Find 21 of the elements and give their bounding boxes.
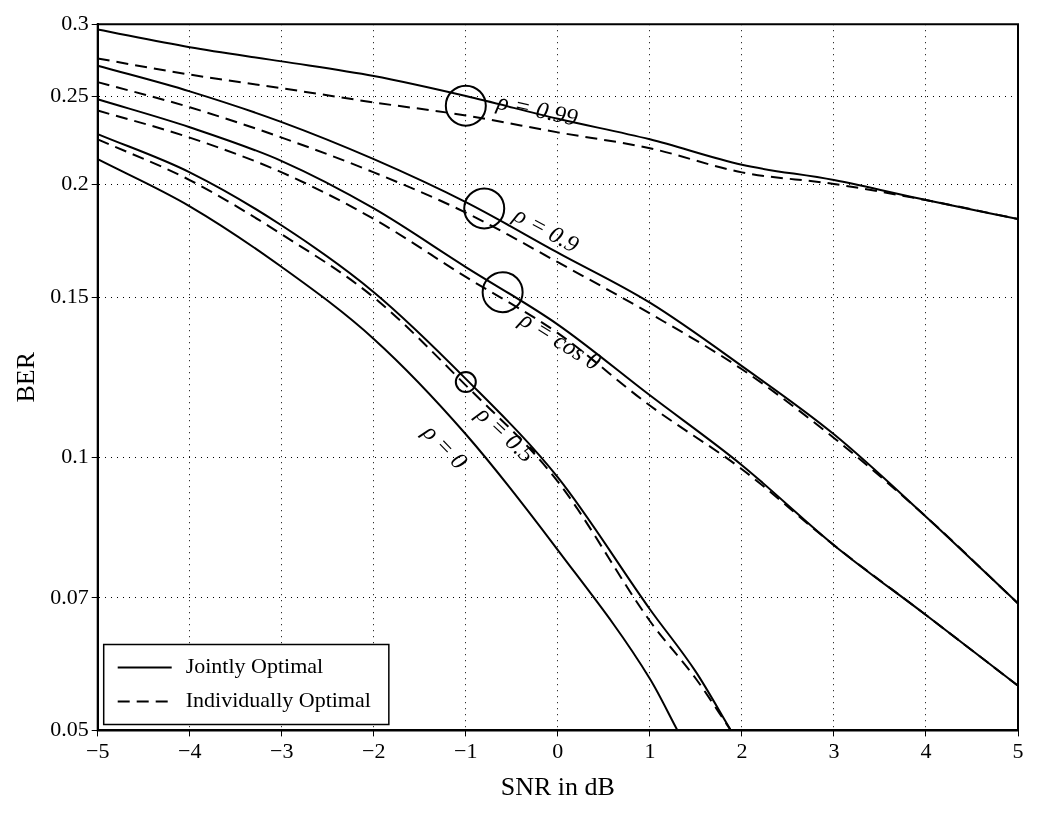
x-tick-label: 4 [920, 738, 932, 764]
annotation: ρ = 0.9 [509, 200, 584, 258]
y-tick-label: 0.3 [61, 9, 89, 35]
x-tick-label: −4 [178, 738, 202, 764]
x-tick-label: 3 [828, 738, 840, 764]
x-tick-label: −2 [362, 738, 386, 764]
y-tick-label: 0.25 [50, 81, 89, 107]
legend-label: Jointly Optimal [185, 653, 324, 679]
y-tick-label: 0.15 [50, 283, 89, 309]
y-tick-label: 0.07 [50, 583, 89, 609]
x-tick-label: −1 [454, 738, 478, 764]
x-tick-label: −3 [270, 738, 294, 764]
x-axis-title: SNR in dB [500, 772, 615, 802]
legend-label: Individually Optimal [185, 687, 371, 713]
y-axis-title: BER [11, 351, 41, 403]
y-tick-label: 0.1 [61, 442, 89, 468]
x-tick-label: 0 [552, 738, 564, 764]
y-tick-label: 0.2 [61, 169, 89, 195]
x-tick-label: 5 [1012, 738, 1024, 764]
x-tick-label: 1 [644, 738, 656, 764]
x-tick-label: 2 [736, 738, 748, 764]
